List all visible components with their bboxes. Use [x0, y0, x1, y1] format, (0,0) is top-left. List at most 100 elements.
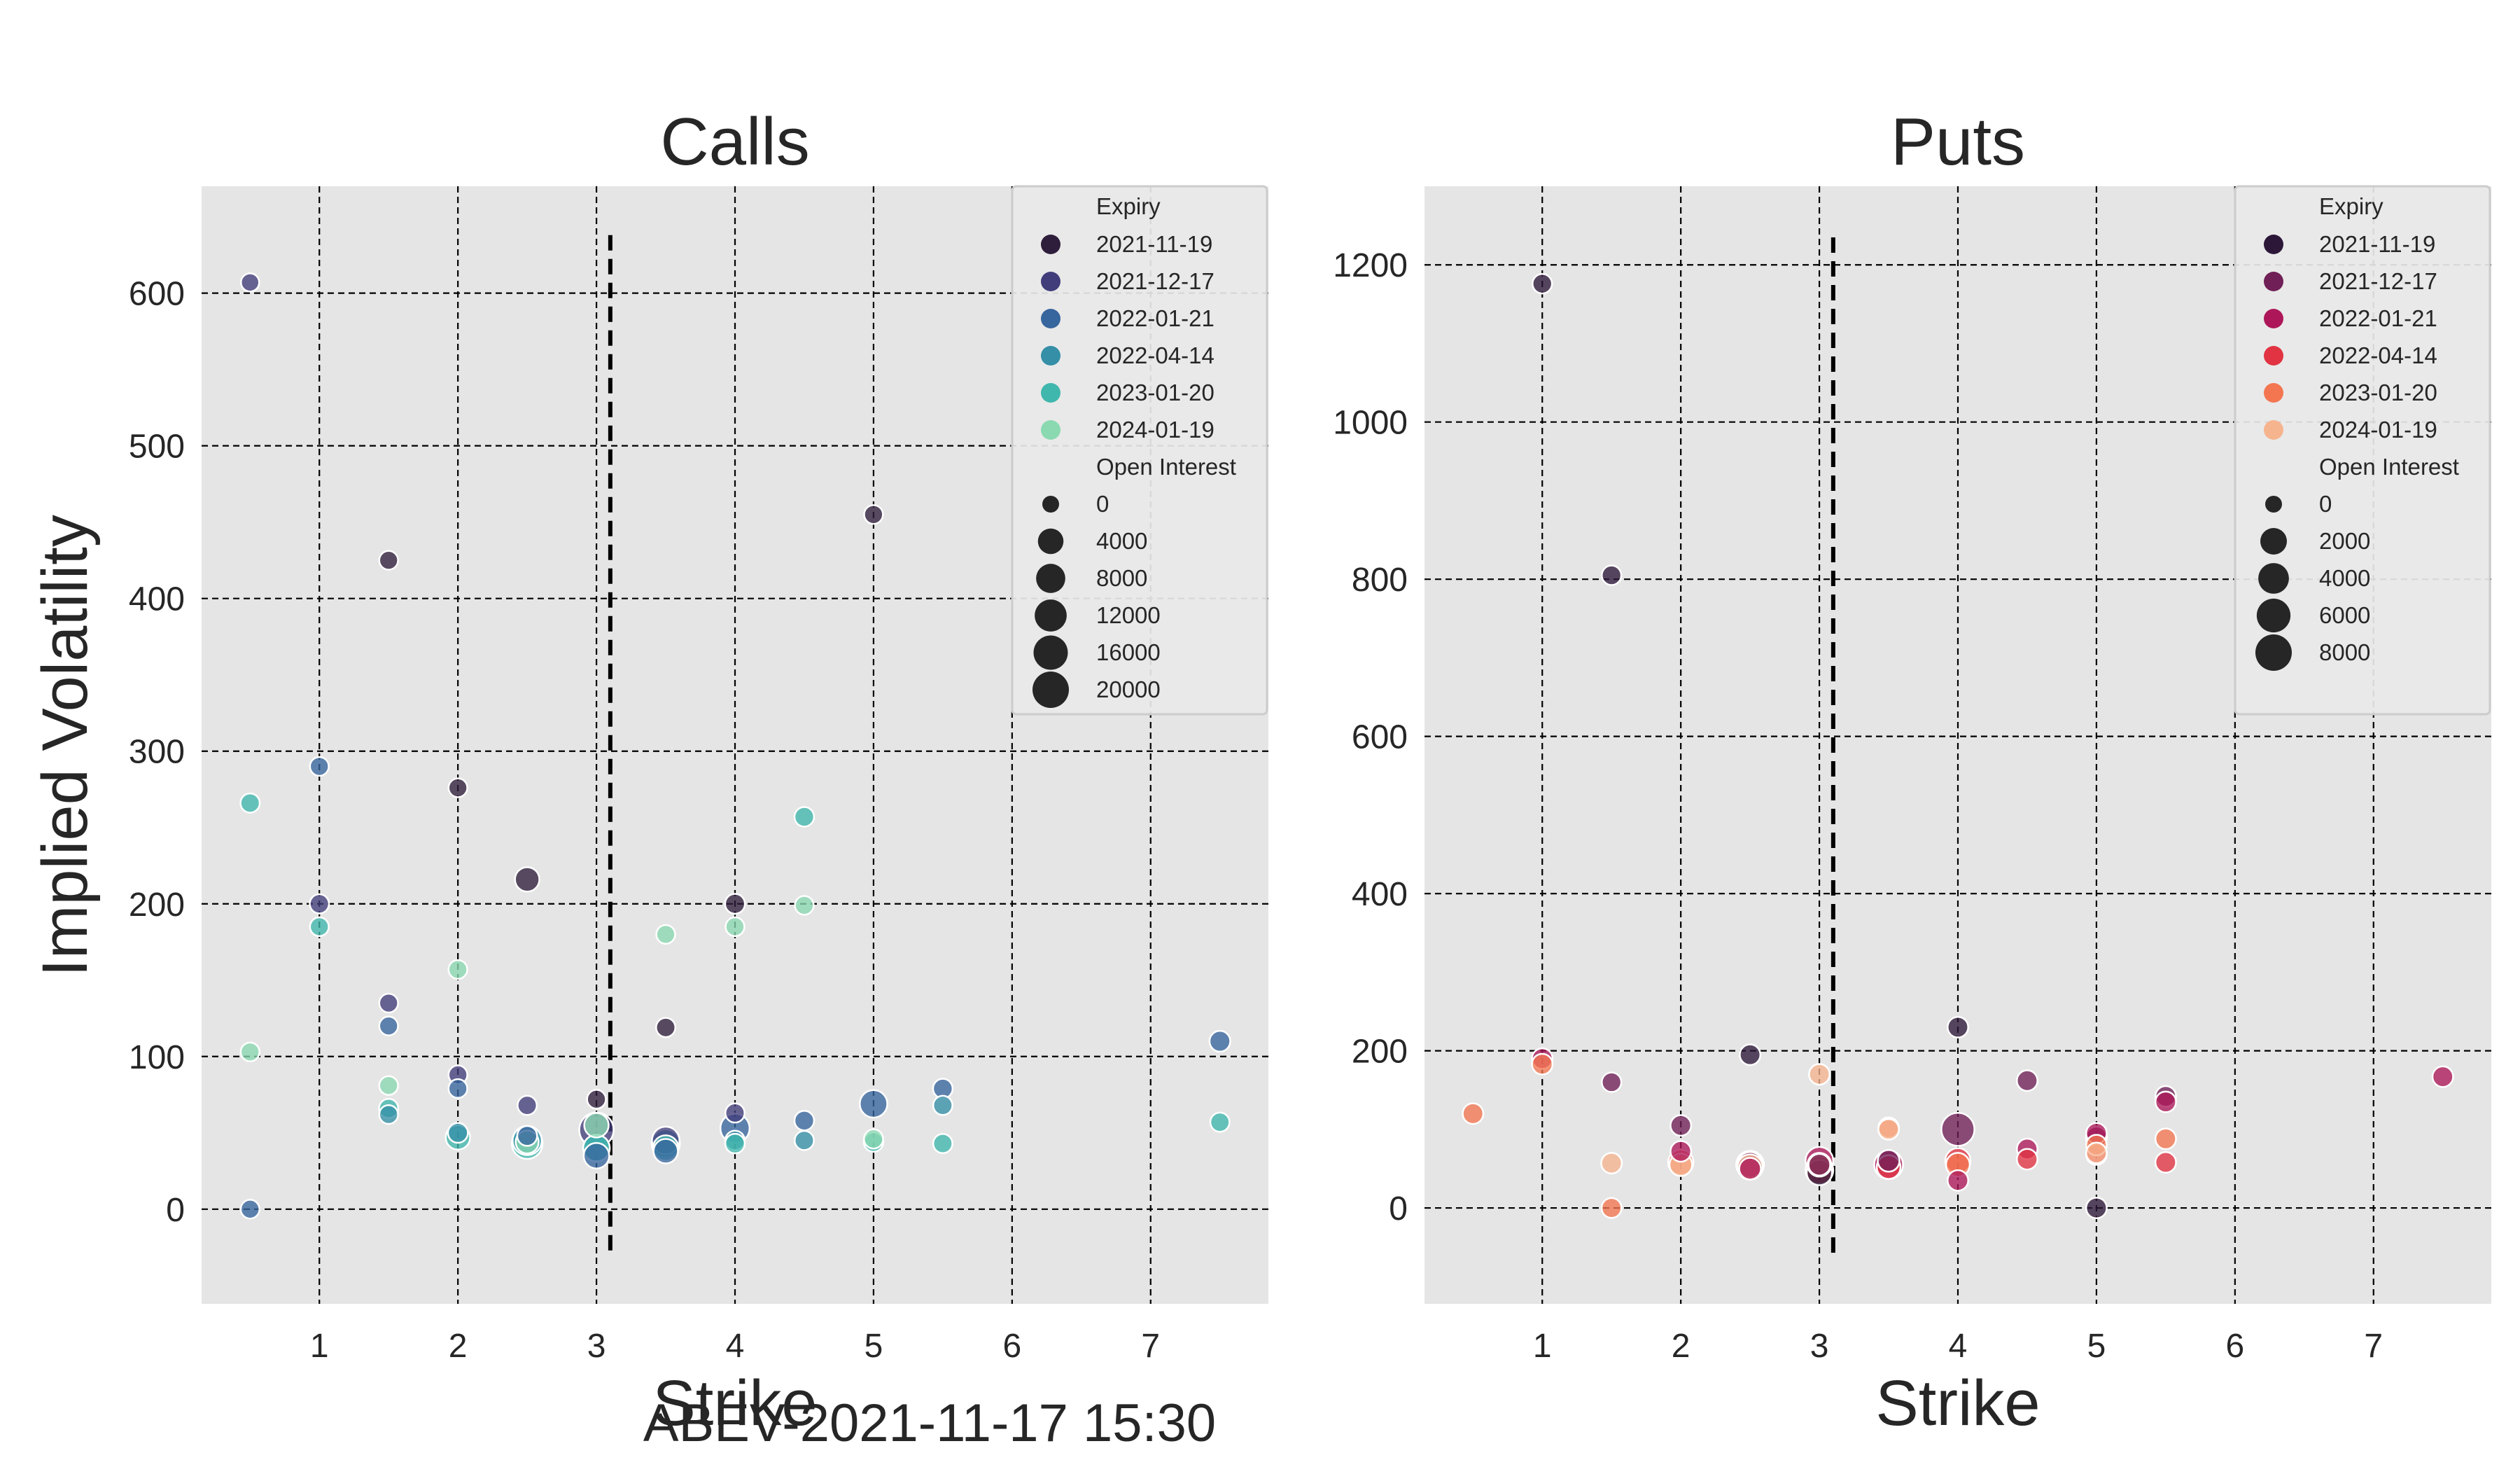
puts-legend-marker	[2264, 346, 2283, 366]
calls-legend-marker	[1041, 309, 1060, 328]
calls-point-2022-01-21	[582, 1141, 610, 1170]
puts-point-2022-01-21	[2431, 1065, 2454, 1088]
calls-point-2021-11-19	[724, 893, 746, 915]
calls-point-2022-01-21	[239, 1199, 260, 1220]
calls-point-2024-01-19	[378, 1075, 399, 1096]
calls-legend-size-label: 16000	[1096, 639, 1161, 665]
calls-point-2023-01-20	[309, 916, 330, 938]
calls-x-tick-label: 4	[726, 1328, 745, 1365]
calls-legend-marker	[1041, 346, 1060, 366]
puts-legend-marker	[2264, 272, 2283, 291]
calls-y-tick-label: 400	[129, 581, 185, 618]
puts-y-tick-label: 1200	[1333, 247, 1408, 284]
puts-y-tick-label: 0	[1389, 1190, 1408, 1228]
puts-legend-size-marker	[2256, 598, 2291, 633]
puts-x-axis-label: Strike	[1875, 1368, 2040, 1439]
puts-x-tick-label: 1	[1533, 1328, 1552, 1365]
calls-legend-box	[1011, 185, 1268, 716]
puts-point-2022-01-21	[1670, 1140, 1693, 1163]
calls-title: Calls	[660, 104, 809, 179]
calls-legend-hue-title: Expiry	[1096, 193, 1161, 219]
puts-title: Puts	[1891, 104, 2025, 179]
calls-legend-size-label: 4000	[1096, 528, 1147, 554]
calls-point-2024-01-19	[724, 916, 746, 938]
calls-legend-label: 2021-11-19	[1096, 231, 1212, 257]
calls-legend-size-label: 20000	[1096, 676, 1161, 702]
puts-point-2021-11-19	[1601, 564, 1623, 586]
calls-point-2021-12-17	[240, 272, 260, 293]
puts-y-tick-label: 600	[1352, 719, 1408, 756]
puts-legend: Expiry 2021-11-19 2021-12-17 2022-01-21 2022…	[2234, 185, 2491, 716]
calls-legend-size-label: 8000	[1096, 565, 1147, 591]
puts-point-2024-01-19	[1877, 1118, 1900, 1141]
calls-legend-size-marker	[1042, 496, 1059, 513]
puts-legend-marker	[2264, 309, 2283, 328]
calls-legend-label: 2024-01-19	[1096, 417, 1214, 443]
puts-legend-hue-title: Expiry	[2319, 193, 2384, 219]
calls-point-2023-01-20	[932, 1133, 953, 1155]
puts-point-2022-01-21	[1738, 1157, 1762, 1181]
puts-legend-size-marker	[2260, 528, 2287, 555]
calls-point-2022-04-14	[932, 1094, 953, 1116]
puts-x-tick-label: 4	[1949, 1328, 1968, 1365]
calls-point-2023-01-20	[724, 1132, 746, 1155]
calls-legend-marker	[1041, 235, 1060, 254]
puts-x-tick-label: 5	[2087, 1328, 2106, 1365]
calls-grid	[202, 186, 1268, 1304]
calls-y-tick-label: 0	[166, 1192, 185, 1229]
calls-x-tick-label: 3	[587, 1328, 606, 1365]
puts-point-2023-01-20	[1531, 1052, 1554, 1076]
calls-y-tick-label: 600	[129, 276, 185, 313]
puts-point-2023-01-20	[1462, 1102, 1485, 1125]
calls-point-2021-11-19	[863, 504, 884, 525]
puts-point-2021-12-17	[1807, 1153, 1831, 1177]
calls-legend-size-marker	[1035, 599, 1067, 632]
calls-point-2024-01-19	[447, 959, 468, 980]
puts-point-2021-12-17	[2015, 1069, 2038, 1092]
puts-grid	[1424, 186, 2491, 1304]
calls-point-2021-12-17	[378, 992, 399, 1014]
calls-x-tick-label: 5	[864, 1328, 883, 1365]
puts-y-tick-label: 200	[1352, 1034, 1408, 1071]
puts-legend-box	[2234, 185, 2491, 716]
calls-legend-size-marker	[1036, 564, 1065, 593]
puts-point-2021-12-17	[1601, 1071, 1623, 1093]
calls-point-2022-04-14	[793, 1129, 815, 1151]
puts-legend-label: 2022-01-21	[2319, 305, 2437, 331]
calls-x-tick-label: 6	[1002, 1328, 1021, 1365]
puts-legend-marker	[2264, 420, 2283, 440]
calls-point-2021-11-19	[586, 1089, 607, 1110]
calls-legend-label: 2022-01-21	[1096, 305, 1214, 331]
puts-x-tick-label: 6	[2225, 1328, 2244, 1365]
puts-legend-label: 2021-12-17	[2319, 268, 2437, 294]
puts-legend-size-label: 4000	[2319, 565, 2370, 591]
figure-y-axis-label: Implied Volatility	[29, 515, 101, 977]
puts-y-tick-label: 400	[1352, 876, 1408, 913]
puts-point-2021-12-17	[1940, 1111, 1975, 1147]
calls-point-2021-11-19	[514, 866, 540, 893]
calls-y-tick-label: 300	[129, 734, 185, 771]
puts-legend-size-label: 8000	[2319, 639, 2370, 665]
calls-point-2022-01-21	[652, 1138, 679, 1164]
puts-legend-label: 2022-04-14	[2319, 342, 2437, 368]
puts-legend-size-label: 6000	[2319, 602, 2370, 628]
puts-y-tick-label: 1000	[1333, 405, 1408, 442]
puts-y-tick-label: 800	[1352, 562, 1408, 599]
calls-point-2022-01-21	[309, 756, 330, 777]
puts-point-2021-11-19	[1739, 1043, 1762, 1066]
calls-legend-marker	[1041, 383, 1060, 403]
calls-legend-label: 2023-01-20	[1096, 380, 1214, 405]
calls-point-2023-01-20	[1209, 1111, 1231, 1133]
calls-point-2022-01-21	[516, 1125, 538, 1147]
calls-legend-size-marker	[1037, 528, 1064, 555]
puts-legend-size-label: 0	[2319, 491, 2332, 517]
calls-legend-marker	[1041, 272, 1060, 291]
calls-point-2022-01-21	[1208, 1029, 1231, 1053]
puts-point-2021-11-19	[1947, 1015, 1969, 1038]
calls-y-tick-label: 100	[129, 1039, 185, 1076]
calls-point-2024-01-19	[239, 1041, 260, 1062]
puts-point-2021-11-19	[2085, 1197, 2108, 1220]
calls-legend-size-label: 0	[1096, 491, 1109, 517]
